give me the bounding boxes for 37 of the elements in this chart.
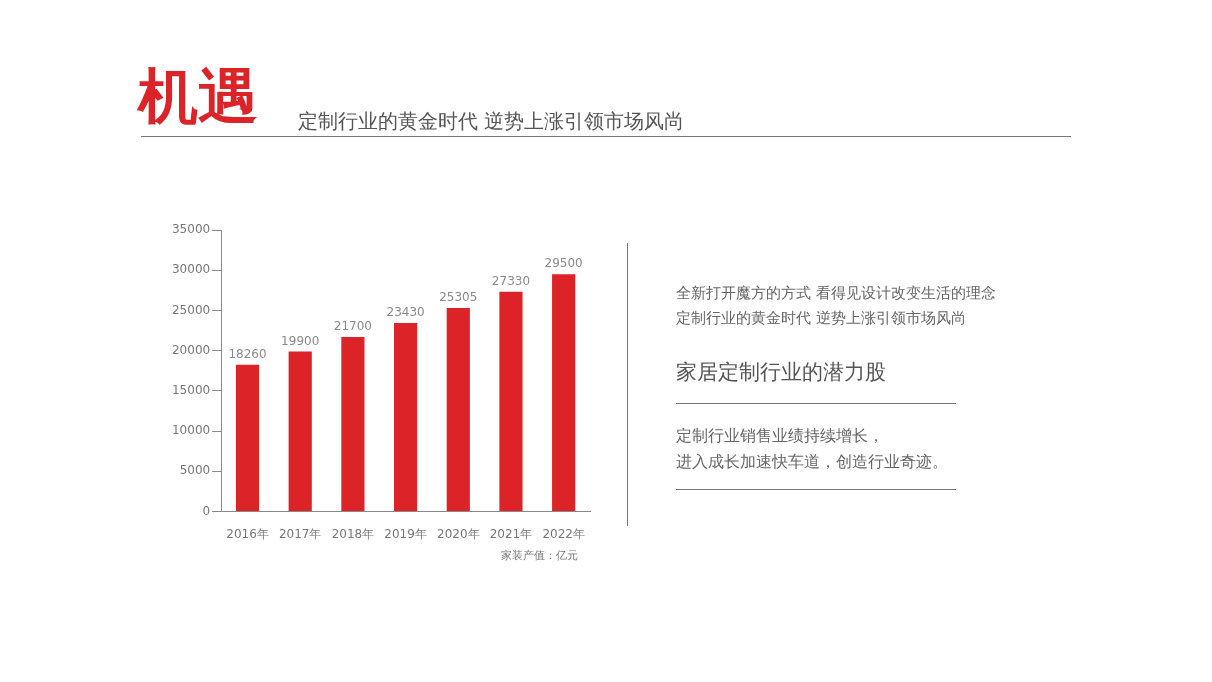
bar [288,351,312,512]
y-tick-label: 35000 [171,222,211,237]
x-tick-label: 2020年 [437,526,480,541]
data-label: 27330 [491,273,531,288]
y-tick-label: 30000 [171,262,211,277]
text: 定制行业的黄金时代 逆势上涨引领市场风尚 [676,309,966,328]
x-tick-label: 2016年 [226,526,269,541]
data-label: 21700 [333,319,372,334]
text: 家居定制行业的潜力股 [676,359,886,386]
y-tick-label: 15000 [171,383,211,398]
y-tick-label: 20000 [171,342,211,357]
chart-subtitle: 定制行业的黄金时代 逆势上涨引领市场风尚 [298,108,685,135]
x-tick-label: 2017年 [278,526,322,541]
y-tick-label: 25000 [171,302,211,317]
data-label: 18260 [228,346,267,361]
text: 家装产值：亿元 [501,548,578,563]
bar [446,308,470,512]
bar [341,337,365,512]
data-label: 25305 [439,290,478,305]
data-label: 23430 [386,305,425,320]
x-tick-label: 2018年 [331,526,375,541]
bar [235,364,260,512]
data-label: 29500 [544,256,583,271]
y-tick-label: 0 [202,503,211,518]
bar [499,291,523,512]
text: 定制行业销售业绩持续增长， [676,426,884,447]
data-label: 19900 [281,333,320,348]
y-tick-label: 10000 [171,423,211,438]
x-tick-label: 2022年 [542,526,585,541]
text: 全新打开魔方的方式 看得见设计改变生活的理念 [676,284,996,303]
y-tick-label: 5000 [179,463,211,478]
text: 进入成长加速快车道，创造行业奇迹。 [676,452,948,473]
bar [394,323,418,512]
x-tick-label: 2021年 [489,526,533,541]
x-tick-label: 2019年 [384,526,427,541]
chart-title: 机遇 [138,60,258,133]
bar [552,274,576,512]
